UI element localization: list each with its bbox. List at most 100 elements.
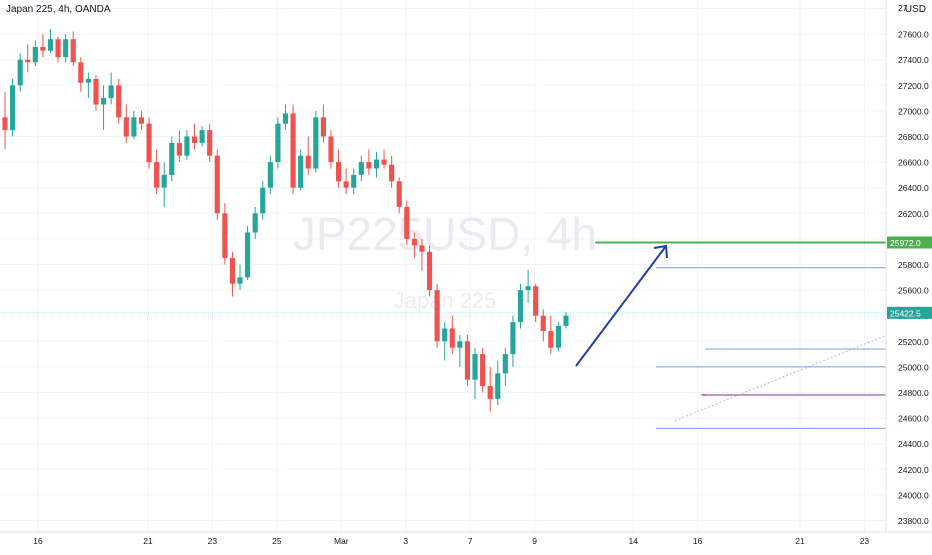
candle-body [199,130,205,143]
x-tick-label: 23 [208,536,218,546]
candle-body [260,187,266,214]
candle-body [487,386,493,399]
candle-body [207,130,213,156]
candle-body [313,117,319,169]
y-tick-label: 26200.0 [898,209,929,219]
watermark-name: Japan 225 [394,288,497,313]
y-tick-label: 27000.0 [898,106,929,116]
candle-body [214,155,220,214]
candle-body [555,325,561,348]
last-price-label-bg [887,306,932,319]
candle-body [25,59,31,63]
y-tick-label: 27200.0 [898,81,929,91]
candle-body [108,85,114,99]
candle-body [449,328,455,348]
candle-body [457,341,463,348]
candle-body [328,136,334,163]
y-tick-label: 25800.0 [898,260,929,270]
candle-body [275,123,281,163]
candle-body [298,155,304,188]
candle-body [2,117,8,131]
candle-body [510,322,516,355]
candle-body [32,46,38,63]
y-tick-label: 25600.0 [898,286,929,296]
candle-body [245,232,251,278]
candle-body [63,39,69,58]
x-tick-label: 21 [143,536,153,546]
candle-body [267,162,273,188]
x-tick-label: 14 [628,536,638,546]
candle-body [472,354,478,380]
candle-body [85,78,91,83]
candle-body [563,315,569,326]
arrow-head [653,244,668,259]
candle-body [396,181,402,207]
y-tick-label: 24800.0 [898,388,929,398]
price-axis-panel [886,0,932,550]
candle-body [40,46,46,51]
candle-body [381,159,387,165]
candle-body [419,245,425,252]
candle-body [17,59,23,86]
watermark-symbol: JP225USD, 4h [293,208,597,260]
candle-body [480,354,486,387]
candle-body [335,162,342,182]
x-tick-label: 3 [403,536,408,546]
candle-body [525,286,531,291]
y-tick-label: 25200.0 [898,337,929,347]
candle-body [411,238,417,246]
y-tick-label: 24200.0 [898,465,929,475]
candle-body [47,39,54,51]
candle-body [305,155,311,169]
candle-body [55,39,61,58]
chart-title: Japan 225, 4h, OANDA [6,4,111,15]
candle-body [100,98,107,105]
y-tick-label: 26400.0 [898,183,929,193]
x-tick-label: 25 [272,536,282,546]
x-tick-label: 23 [860,536,870,546]
y-tick-label: 26800.0 [898,132,929,142]
y-tick-label: 24600.0 [898,414,929,424]
candle-body [70,39,76,63]
candle-body [10,85,16,131]
candle-body [154,162,160,188]
trend-arrow[interactable] [575,244,668,367]
watermark: JP225USD, 4h Japan 225 [293,208,597,313]
candle-body [252,213,258,233]
candle-body [237,277,243,284]
candle-body [434,290,440,342]
candle-body [191,136,198,143]
candle-body [548,331,554,348]
candle-body [343,181,349,188]
candle-body [517,290,524,323]
candle-body [373,159,380,169]
currency-label: USD [904,4,926,15]
candle-body [533,286,539,316]
time-axis-panel [0,532,932,550]
candle-body [426,251,433,291]
candle-body [146,123,152,163]
y-tick-label: 25000.0 [898,362,929,372]
arrow-shaft [575,245,667,367]
candle-body [161,174,167,188]
candle-body [495,373,501,399]
candle-body [502,354,508,374]
candle-body [93,78,99,105]
resistance-label-bg [887,236,932,249]
fib-retracement[interactable]: 00.50.6180.7861 [655,259,932,429]
candle-body [222,213,228,259]
candle-body [290,113,296,188]
y-tick-label-top: 27 [898,3,908,13]
candle-body [358,162,364,175]
candle-body [116,85,122,118]
candle-body [320,117,326,137]
candle-body [184,136,190,156]
candle-body [229,258,236,284]
candle-body [131,117,137,137]
candle-body [442,328,448,342]
candle-body [404,206,410,239]
candle-body [138,117,145,124]
candle-body [351,174,357,188]
